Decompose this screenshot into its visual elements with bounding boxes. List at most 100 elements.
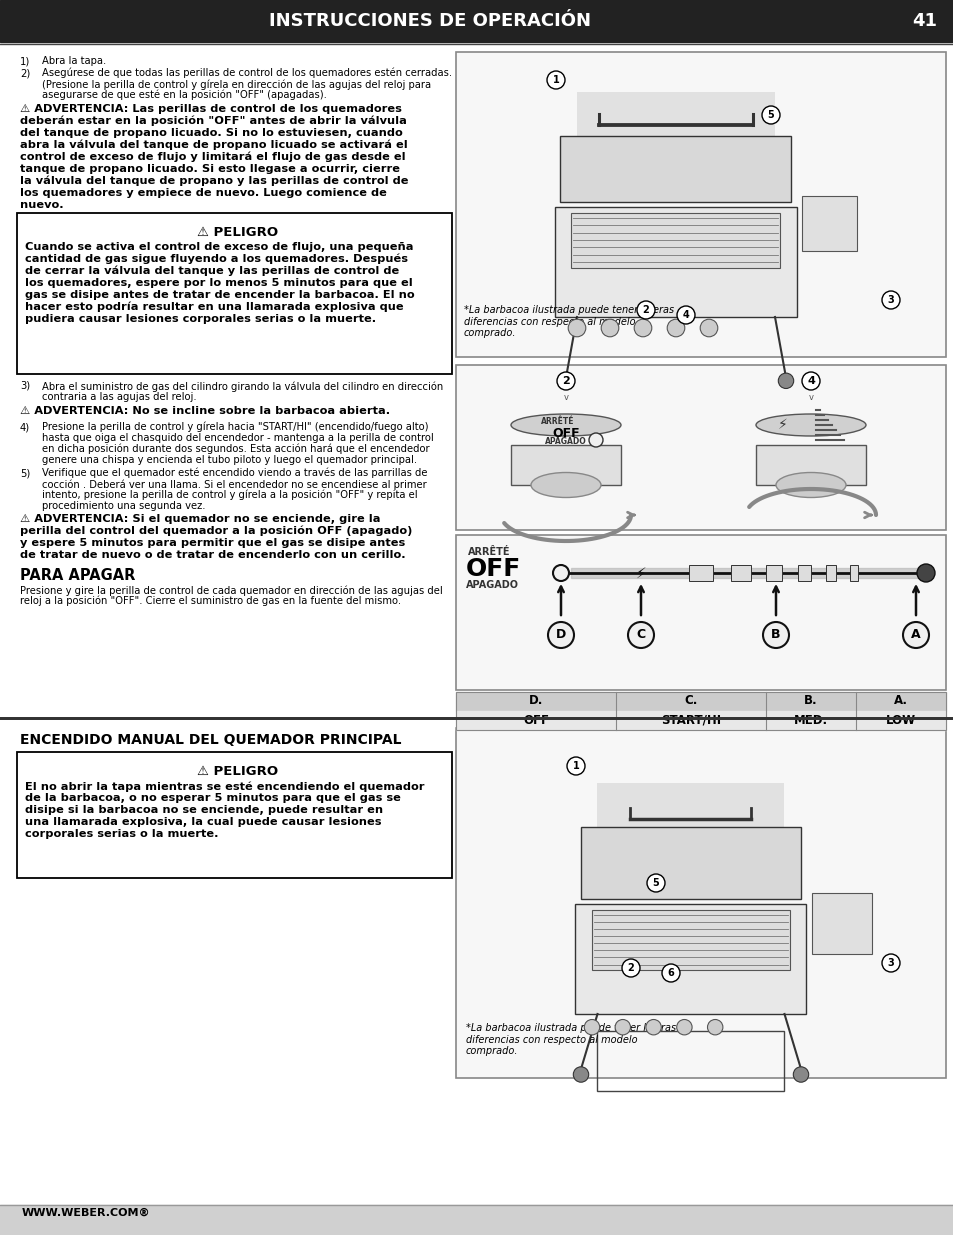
- Circle shape: [637, 301, 655, 319]
- Text: una llamarada explosiva, la cual puede causar lesiones: una llamarada explosiva, la cual puede c…: [25, 818, 381, 827]
- Text: y espere 5 minutos para permitir que el gas se disipe antes: y espere 5 minutos para permitir que el …: [20, 538, 405, 548]
- Circle shape: [566, 757, 584, 776]
- Text: 3: 3: [886, 295, 893, 305]
- Text: asegurarse de que esté en la posición "OFF" (apagadas).: asegurarse de que esté en la posición "O…: [42, 90, 327, 100]
- Bar: [456, 692, 945, 711]
- Text: OFF: OFF: [552, 427, 579, 440]
- Text: 4: 4: [806, 375, 814, 387]
- Bar: [456, 692, 945, 730]
- Circle shape: [621, 960, 639, 977]
- Text: (Presione la perilla de control y gírela en dirección de las agujas del reloj pa: (Presione la perilla de control y gírela…: [42, 79, 431, 89]
- Text: de la barbacoa, o no esperar 5 minutos para que el gas se: de la barbacoa, o no esperar 5 minutos p…: [25, 793, 400, 803]
- Circle shape: [707, 1020, 722, 1035]
- Text: ⚠ PELIGRO: ⚠ PELIGRO: [196, 764, 277, 778]
- Bar: [0, 0, 953, 42]
- Text: disipe si la barbacoa no se enciende, puede resultar en: disipe si la barbacoa no se enciende, pu…: [25, 805, 383, 815]
- Text: 4): 4): [20, 422, 30, 432]
- Text: de tratar de nuevo o de tratar de encenderlo con un cerillo.: de tratar de nuevo o de tratar de encend…: [20, 550, 405, 559]
- Circle shape: [661, 965, 679, 982]
- Text: 1): 1): [20, 56, 30, 65]
- Text: intento, presione la perilla de control y gírela a la posición "OFF" y repita el: intento, presione la perilla de control …: [42, 490, 417, 500]
- Circle shape: [778, 373, 793, 389]
- Text: en dicha posición durante dos segundos. Esta acción hará que el encendedor: en dicha posición durante dos segundos. …: [42, 445, 429, 454]
- Text: los quemadores y empiece de nuevo. Luego comience de: los quemadores y empiece de nuevo. Luego…: [20, 188, 387, 198]
- Text: PARA APAGAR: PARA APAGAR: [20, 568, 135, 583]
- Text: Presione y gire la perilla de control de cada quemador en dirección de las aguja: Presione y gire la perilla de control de…: [20, 585, 442, 595]
- Text: WWW.WEBER.COM®: WWW.WEBER.COM®: [22, 1208, 151, 1218]
- Text: ARRÊTÉ: ARRÊTÉ: [468, 547, 510, 557]
- Text: Cuando se activa el control de exceso de flujo, una pequeña: Cuando se activa el control de exceso de…: [25, 242, 413, 252]
- Text: D.: D.: [528, 694, 542, 708]
- Bar: [597, 783, 783, 844]
- Text: ⚠ PELIGRO: ⚠ PELIGRO: [196, 226, 277, 240]
- Text: B: B: [770, 629, 780, 641]
- Circle shape: [882, 291, 899, 309]
- Text: de cerrar la válvula del tanque y las perillas de control de: de cerrar la válvula del tanque y las pe…: [25, 266, 399, 277]
- Text: cocción . Deberá ver una llama. Si el encendedor no se encendiese al primer: cocción . Deberá ver una llama. Si el en…: [42, 479, 426, 489]
- Bar: [825, 564, 835, 580]
- Text: A: A: [910, 629, 920, 641]
- Text: 2: 2: [642, 305, 649, 315]
- Text: 2): 2): [20, 68, 30, 78]
- Text: LOW: LOW: [885, 714, 915, 726]
- Text: ⚠ ADVERTENCIA: No se incline sobre la barbacoa abierta.: ⚠ ADVERTENCIA: No se incline sobre la ba…: [20, 406, 390, 416]
- Text: contraria a las agujas del reloj.: contraria a las agujas del reloj.: [42, 391, 196, 403]
- Text: Presione la perilla de control y gírela hacia "START/HI" (encendido/fuego alto): Presione la perilla de control y gírela …: [42, 422, 428, 432]
- Text: corporales serias o la muerte.: corporales serias o la muerte.: [25, 829, 218, 839]
- Text: v: v: [807, 393, 813, 403]
- Circle shape: [801, 372, 820, 390]
- Text: 1: 1: [552, 75, 558, 85]
- Text: APAGADO: APAGADO: [544, 437, 586, 446]
- Text: *La barbacoa ilustrada puede tener ligeras
diferencias con respecto al modelo
co: *La barbacoa ilustrada puede tener liger…: [463, 305, 674, 338]
- Text: Abra la tapa.: Abra la tapa.: [42, 56, 106, 65]
- Circle shape: [761, 106, 780, 124]
- Text: D: D: [556, 629, 565, 641]
- Text: reloj a la posición "OFF". Cierre el suministro de gas en la fuente del mismo.: reloj a la posición "OFF". Cierre el sum…: [20, 597, 400, 606]
- Bar: [456, 727, 945, 1078]
- Bar: [511, 445, 620, 485]
- Circle shape: [588, 433, 602, 447]
- Bar: [571, 212, 780, 268]
- Text: *La barbacoa ilustrada puede tener ligeras
diferencias con respecto al modelo
co: *La barbacoa ilustrada puede tener liger…: [465, 1023, 676, 1056]
- Text: Verifique que el quemador esté encendido viendo a través de las parrillas de: Verifique que el quemador esté encendido…: [42, 468, 427, 478]
- Circle shape: [916, 564, 934, 582]
- Text: nuevo.: nuevo.: [20, 200, 64, 210]
- Bar: [0, 1205, 953, 1235]
- Circle shape: [666, 319, 684, 337]
- Circle shape: [793, 1067, 808, 1082]
- Bar: [801, 196, 857, 251]
- Text: ⚡: ⚡: [778, 417, 787, 432]
- Text: 3): 3): [20, 382, 30, 391]
- Text: cantidad de gas sigue fluyendo a los quemadores. Después: cantidad de gas sigue fluyendo a los que…: [25, 254, 408, 264]
- Text: START/HI: START/HI: [660, 714, 720, 726]
- Text: INSTRUCCIONES DE OPERACIÓN: INSTRUCCIONES DE OPERACIÓN: [269, 12, 590, 30]
- Text: 41: 41: [911, 12, 937, 30]
- Text: ⚡: ⚡: [635, 566, 646, 580]
- Bar: [571, 568, 930, 578]
- Ellipse shape: [511, 414, 620, 436]
- Circle shape: [634, 319, 651, 337]
- Circle shape: [700, 319, 717, 337]
- Text: v: v: [563, 393, 568, 403]
- Circle shape: [646, 874, 664, 892]
- Text: OFF: OFF: [522, 714, 548, 726]
- Text: genere una chispa y encienda el tubo piloto y luego el quemador principal.: genere una chispa y encienda el tubo pil…: [42, 454, 416, 466]
- Text: hasta que oiga el chasquido del encendedor - mantenga a la perilla de control: hasta que oiga el chasquido del encended…: [42, 433, 434, 443]
- Bar: [17, 752, 452, 878]
- Text: C.: C.: [683, 694, 697, 708]
- Text: 5): 5): [20, 468, 30, 478]
- Text: Asegúrese de que todas las perillas de control de los quemadores estén cerradas.: Asegúrese de que todas las perillas de c…: [42, 68, 452, 79]
- Circle shape: [568, 319, 585, 337]
- Circle shape: [627, 622, 654, 648]
- Bar: [597, 1030, 783, 1091]
- Text: del tanque de propano licuado. Si no lo estuviesen, cuando: del tanque de propano licuado. Si no lo …: [20, 128, 402, 138]
- Bar: [580, 827, 801, 899]
- Bar: [755, 445, 865, 485]
- Text: perilla del control del quemador a la posición OFF (apagado): perilla del control del quemador a la po…: [20, 526, 412, 536]
- Text: abra la válvula del tanque de propano licuado se activará el: abra la válvula del tanque de propano li…: [20, 140, 407, 151]
- Text: 2: 2: [561, 375, 569, 387]
- Bar: [456, 535, 945, 690]
- Text: 5: 5: [652, 878, 659, 888]
- Bar: [456, 366, 945, 530]
- Text: pudiera causar lesiones corporales serias o la muerte.: pudiera causar lesiones corporales seria…: [25, 314, 375, 324]
